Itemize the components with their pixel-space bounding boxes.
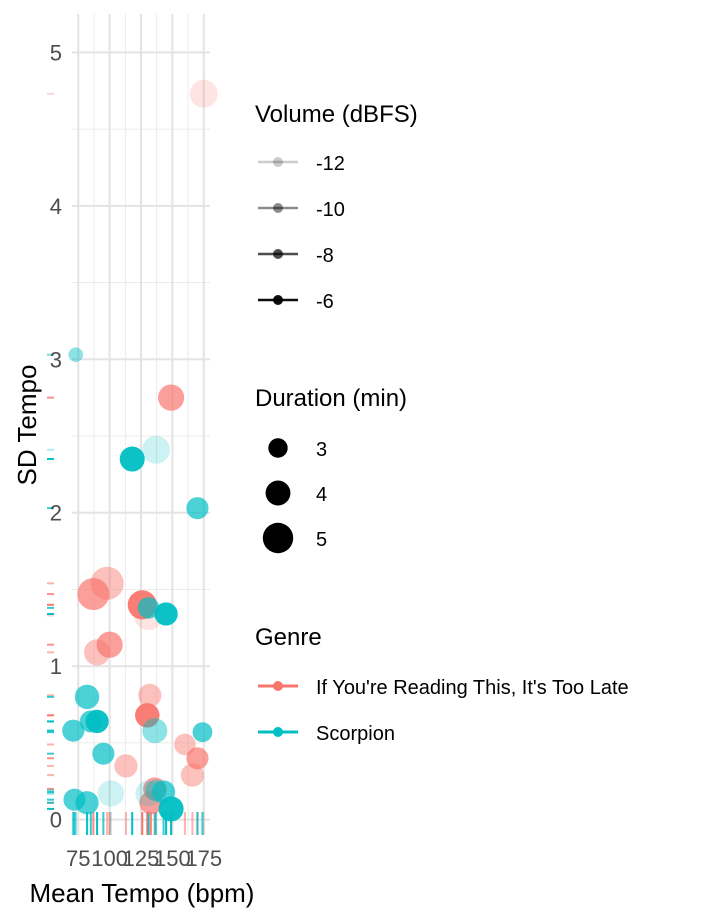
legend-volume-title: Volume (dBFS) (255, 101, 418, 128)
legend-genre-label: Scorpion (316, 723, 395, 745)
y-tick-label: 0 (50, 808, 62, 833)
data-point (92, 742, 115, 765)
data-point (154, 602, 178, 626)
data-point (192, 722, 213, 743)
y-tick-label: 3 (50, 347, 62, 372)
data-point (114, 754, 138, 778)
rug (47, 92, 205, 835)
points (62, 79, 218, 822)
data-point (77, 578, 110, 611)
legend-volume-key-point (273, 295, 283, 305)
data-point (119, 446, 145, 472)
legend-genre-key-point (273, 727, 283, 737)
data-point (83, 639, 111, 666)
legend-genre-label: If You're Reading This, It's Too Late (316, 677, 629, 699)
legend-duration-label: 4 (316, 484, 327, 506)
data-point (74, 684, 100, 710)
data-point (75, 791, 99, 815)
legend-volume-label: -12 (316, 153, 345, 175)
legend-volume-key-point (273, 249, 283, 259)
data-point (145, 779, 167, 802)
data-point (138, 683, 162, 708)
legend-duration-label: 3 (316, 439, 327, 461)
data-point (142, 718, 168, 744)
x-tick-label: 150 (154, 846, 191, 871)
legend-duration-key (268, 438, 288, 458)
x-tick-label: 100 (91, 846, 128, 871)
data-point (137, 597, 160, 619)
data-point (186, 747, 209, 770)
legend-volume-label: -10 (316, 199, 345, 221)
data-point (189, 79, 218, 108)
legend-duration-label: 5 (316, 529, 327, 551)
data-point (97, 780, 124, 807)
y-tick-labels: 0 1 2 3 4 5 (50, 40, 62, 832)
legend-volume-key-point (273, 203, 283, 213)
data-point (68, 347, 84, 362)
x-tick-label: 125 (123, 846, 160, 871)
y-axis-label: SD Tempo (12, 365, 42, 486)
data-point (180, 763, 205, 787)
legend-genre-title: Genre (255, 624, 322, 651)
legend-volume-label: -8 (316, 245, 334, 267)
data-point (135, 703, 160, 728)
legend-volume: Volume (dBFS) -12 -10 -8 -6 (255, 101, 418, 313)
legend-genre: Genre If You're Reading This, It's Too L… (255, 624, 629, 745)
legend-duration-key (262, 522, 294, 554)
x-tick-label: 175 (185, 846, 222, 871)
y-tick-label: 1 (50, 654, 62, 679)
legend-genre-key-point (273, 681, 283, 691)
data-point (96, 631, 123, 658)
data-point (158, 384, 185, 411)
legend-duration-title: Duration (min) (255, 385, 407, 412)
y-tick-label: 4 (50, 194, 62, 219)
data-point (62, 719, 85, 742)
legend-volume-key-point (273, 157, 283, 167)
legend-duration: Duration (min) 3 4 5 (255, 385, 407, 554)
data-point (158, 796, 184, 822)
data-point (142, 435, 171, 464)
y-tick-label: 5 (50, 40, 62, 65)
legend-duration-key (265, 480, 291, 506)
legend-volume-label: -6 (316, 291, 334, 313)
x-tick-label: 75 (66, 846, 90, 871)
y-tick-label: 2 (50, 501, 62, 526)
data-point (186, 497, 209, 520)
data-point (85, 709, 109, 734)
x-axis-label: Mean Tempo (bpm) (30, 878, 255, 908)
